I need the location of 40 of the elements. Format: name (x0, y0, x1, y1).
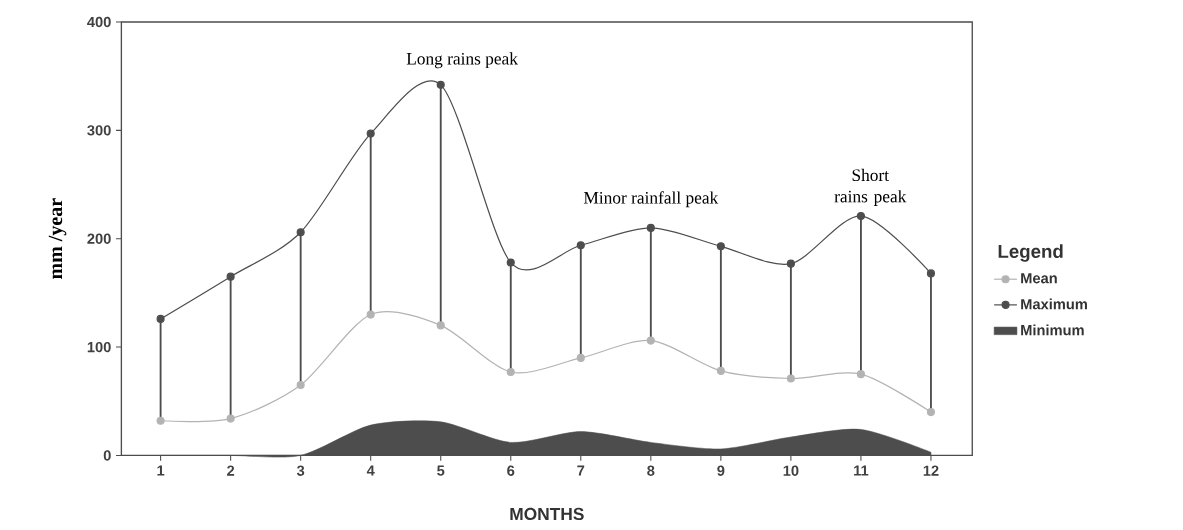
point (156, 416, 165, 425)
point (716, 366, 725, 375)
x-tick-label: 8 (647, 465, 655, 476)
annotation: Short rains peak (834, 168, 907, 206)
x-tick-label: 5 (437, 465, 445, 476)
x-tick-label: 1 (157, 465, 165, 476)
point (436, 321, 445, 330)
x-tick-label: 4 (366, 465, 375, 476)
legend-label: Maximum (1021, 298, 1087, 310)
legend-title: Legend (998, 244, 1063, 262)
y-tick-label: 100 (87, 341, 111, 353)
x-tick-label: 6 (507, 465, 515, 476)
y-tick-label: 200 (87, 233, 111, 244)
point (296, 380, 305, 390)
point (576, 353, 585, 362)
x-tick-label: 10 (783, 465, 799, 476)
point (926, 269, 936, 278)
point (366, 310, 375, 319)
x-tick-label: 2 (227, 465, 235, 476)
x-tick-label: 12 (923, 465, 939, 476)
x-tick-label: 11 (854, 465, 869, 476)
x-axis-title: MONTHS (510, 507, 584, 521)
annotation: Long rains peak (406, 52, 518, 69)
x-tick-label: 7 (577, 465, 585, 476)
y-tick-label: 0 (103, 450, 111, 461)
x-tick-label: 9 (717, 465, 725, 476)
point (856, 211, 865, 220)
annotation: Minor rainfall peak (583, 191, 719, 208)
legend-label: Minimum (1021, 324, 1084, 336)
point (506, 367, 515, 377)
x-tick-label: 3 (296, 465, 305, 476)
y-axis-title: mm /year (48, 198, 67, 279)
legend-label: Mean (1021, 273, 1057, 284)
point (926, 407, 936, 417)
point (856, 370, 865, 379)
point (786, 374, 795, 383)
point (646, 336, 655, 345)
point (226, 414, 235, 423)
y-tick-label: 400 (87, 16, 111, 28)
y-tick-label: 300 (87, 125, 111, 136)
